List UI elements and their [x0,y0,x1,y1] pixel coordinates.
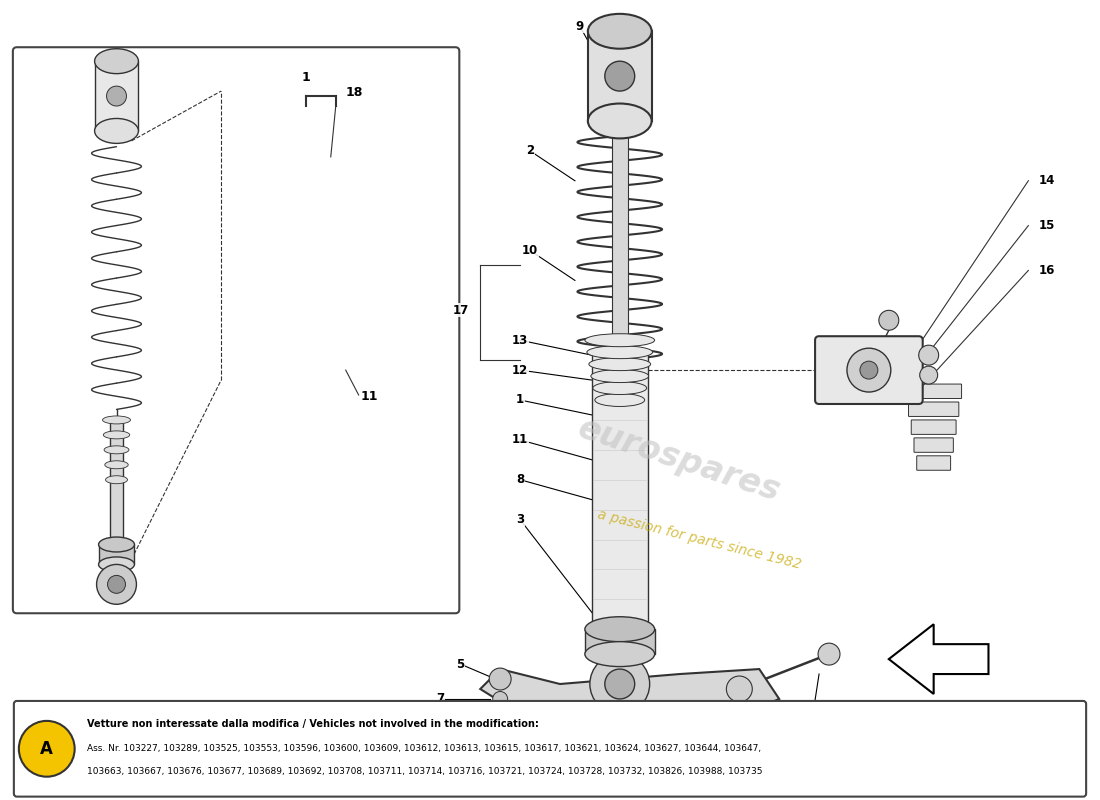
FancyBboxPatch shape [914,438,954,452]
Circle shape [605,61,635,91]
Circle shape [920,366,937,384]
Ellipse shape [102,416,131,424]
Polygon shape [481,669,779,724]
FancyBboxPatch shape [310,147,332,167]
Circle shape [726,676,752,702]
Text: 1: 1 [516,394,525,406]
Bar [95,61,139,131]
Text: 8: 8 [516,474,525,486]
Ellipse shape [588,358,650,370]
Text: 6: 6 [805,732,813,746]
FancyBboxPatch shape [296,296,346,314]
Polygon shape [889,624,989,694]
Bar [600,749,680,764]
Circle shape [818,643,840,665]
FancyBboxPatch shape [916,456,950,470]
FancyBboxPatch shape [815,336,923,404]
Text: 4: 4 [725,732,734,746]
Ellipse shape [593,382,647,394]
Text: Vetture non interessate dalla modifica / Vehicles not involved in the modificati: Vetture non interessate dalla modifica /… [87,719,539,729]
Ellipse shape [600,731,680,766]
Text: eurospares: eurospares [574,411,785,508]
Ellipse shape [587,346,652,358]
Ellipse shape [106,476,128,484]
Ellipse shape [585,334,654,346]
Ellipse shape [591,370,649,382]
Bar [312,111,329,116]
Circle shape [590,654,650,714]
FancyBboxPatch shape [298,320,343,338]
Text: a passion for parts since 1982: a passion for parts since 1982 [596,507,803,572]
Circle shape [316,149,326,159]
FancyBboxPatch shape [13,47,460,614]
Text: 7: 7 [437,693,444,706]
Ellipse shape [595,394,645,406]
Bar [316,111,326,146]
Text: A: A [41,740,53,758]
Text: 10: 10 [521,244,538,257]
FancyBboxPatch shape [909,402,959,417]
Circle shape [312,237,329,254]
Bar [585,630,654,654]
Ellipse shape [587,103,651,138]
Text: 14: 14 [1038,174,1055,187]
Circle shape [305,187,337,219]
Text: 13: 13 [512,334,528,346]
Circle shape [847,348,891,392]
Text: 103663, 103667, 103676, 103677, 103689, 103692, 103708, 103711, 103714, 103716, : 103663, 103667, 103676, 103677, 103689, … [87,767,762,776]
Circle shape [879,310,899,330]
Ellipse shape [104,461,129,469]
Circle shape [490,668,512,690]
Ellipse shape [99,537,134,552]
Text: Ass. Nr. 103227, 103289, 103525, 103553, 103596, 103600, 103609, 103612, 103613,: Ass. Nr. 103227, 103289, 103525, 103553,… [87,744,761,754]
Text: 15: 15 [1038,219,1055,232]
Text: 5: 5 [456,658,464,670]
FancyBboxPatch shape [905,384,961,398]
Text: 18: 18 [345,86,363,99]
Ellipse shape [104,446,129,454]
Text: 12: 12 [512,364,528,377]
FancyBboxPatch shape [288,173,354,234]
Ellipse shape [95,49,139,74]
Circle shape [605,669,635,699]
Ellipse shape [585,642,654,666]
Bar [592,350,648,649]
Text: 9: 9 [575,20,584,33]
Ellipse shape [99,557,134,572]
FancyBboxPatch shape [306,391,337,410]
Text: 3: 3 [516,513,525,526]
Circle shape [97,565,136,604]
Text: 17: 17 [452,304,469,317]
Text: 11: 11 [361,390,378,403]
Text: 16: 16 [1038,264,1055,277]
Circle shape [315,198,327,209]
Ellipse shape [587,14,651,49]
Circle shape [493,691,507,706]
Ellipse shape [585,617,654,642]
Circle shape [314,255,328,270]
Text: 1: 1 [301,71,310,84]
Circle shape [19,721,75,777]
Bar [110,420,123,550]
Bar [99,545,134,565]
Ellipse shape [95,118,139,143]
FancyBboxPatch shape [300,344,341,362]
Circle shape [918,345,938,365]
FancyBboxPatch shape [14,701,1086,797]
Text: 11: 11 [512,434,528,446]
Ellipse shape [103,431,130,439]
FancyBboxPatch shape [302,368,339,386]
FancyBboxPatch shape [911,420,956,434]
Bar [587,31,651,121]
Text: 2: 2 [526,144,535,158]
Bar [612,121,628,619]
Circle shape [107,86,126,106]
Circle shape [860,361,878,379]
Circle shape [108,575,125,594]
